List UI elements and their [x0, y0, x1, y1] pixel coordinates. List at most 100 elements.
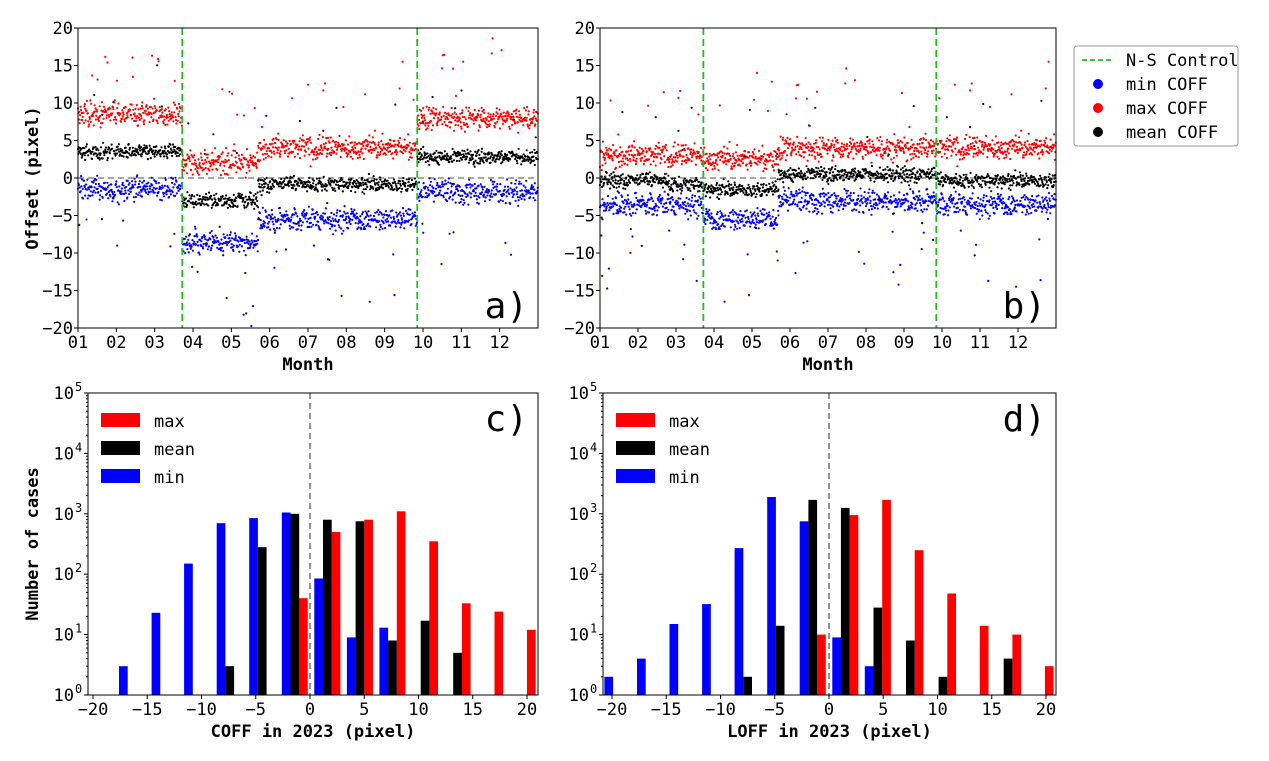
min-coff-point — [194, 227, 197, 230]
max-coff-point — [779, 135, 782, 138]
mean-coff-point — [205, 196, 209, 199]
min-coff-point — [157, 190, 160, 194]
min-coff-point — [523, 194, 526, 198]
mean-coff-point — [817, 172, 820, 175]
min-coff-point — [506, 185, 510, 188]
max-coff-point — [245, 171, 248, 174]
mean-coff-point — [534, 151, 537, 155]
mean-coff-point — [191, 201, 194, 204]
min-coff-point — [215, 236, 218, 239]
min-coff-point — [818, 204, 822, 207]
min-coff-point — [444, 198, 447, 201]
x-tick-label: 03 — [144, 333, 164, 353]
max-coff-point — [440, 115, 443, 119]
max-coff-point — [746, 168, 749, 171]
mean-coff-point — [289, 181, 293, 184]
min-coff-point — [251, 241, 254, 244]
max-coff-point — [752, 153, 755, 156]
mean-coff-point — [829, 169, 832, 172]
mean-coff-point — [106, 156, 109, 160]
min-coff-point — [446, 187, 449, 190]
min-coff-point — [501, 194, 504, 197]
max-coff-point — [707, 162, 710, 165]
mean-coff-point — [175, 154, 178, 158]
max-coff-point — [397, 145, 400, 148]
max-coff-point — [653, 152, 657, 156]
min-coff-point — [623, 211, 626, 214]
mean-coff-point — [831, 174, 834, 177]
max-coff-point — [682, 155, 685, 158]
max-coff-point — [359, 142, 362, 145]
min-coff-point — [696, 199, 700, 202]
max-coff-point — [334, 143, 337, 146]
mean-coff-point — [460, 153, 463, 156]
mean-coff-point — [715, 183, 718, 187]
max-coff-point — [205, 172, 209, 175]
min-coff-point — [219, 249, 223, 252]
min-coff-point — [732, 213, 735, 216]
max-coff-point — [625, 157, 629, 160]
min-coff-point — [271, 213, 274, 216]
min-coff-point — [834, 195, 838, 198]
mean-coff-point — [104, 148, 107, 151]
max-coff-point — [679, 154, 682, 157]
mean-coff-point — [116, 152, 119, 155]
mean-coff-point — [731, 194, 734, 197]
min-coff-point — [150, 176, 153, 179]
max-coff-point — [358, 156, 362, 159]
min-coff-point — [349, 217, 352, 221]
mean-coff-point — [306, 190, 309, 193]
mean-coff-point — [762, 182, 765, 185]
max-coff-point — [237, 154, 240, 157]
max-coff-point — [527, 110, 530, 113]
max-coff-point — [517, 110, 521, 113]
max-coff-point — [239, 168, 242, 171]
max-coff-point — [426, 127, 429, 130]
max-coff-point — [144, 109, 147, 112]
min-coff-point — [633, 203, 636, 207]
mean-coff-point — [243, 206, 246, 209]
min-coff-point — [329, 223, 332, 226]
mean-coff-point — [499, 152, 502, 155]
max-coff-point — [526, 123, 529, 126]
max-coff-point — [245, 148, 249, 151]
max-coff-point — [754, 155, 757, 158]
mean-coff-point — [166, 157, 169, 160]
min-coff-point — [357, 222, 360, 225]
max-coff-point — [477, 109, 481, 112]
max-coff-point — [284, 140, 287, 143]
min-coff-point — [171, 191, 174, 194]
min-coff-point — [257, 238, 260, 242]
min-coff-point — [466, 194, 469, 197]
mean-coff-point — [344, 183, 347, 186]
max-coff-point — [293, 155, 296, 158]
max-coff-point — [672, 145, 675, 148]
mean-coff-point — [315, 177, 318, 180]
max-coff-point — [240, 158, 243, 161]
min-coff-point — [106, 186, 109, 189]
mean-coff-point — [413, 177, 416, 180]
min-coff-point — [428, 184, 432, 187]
mean-coff-point — [247, 202, 250, 205]
mean-coff-point — [728, 183, 731, 186]
min-coff-point — [403, 227, 406, 230]
min-coff-point — [817, 210, 820, 213]
max-coff-point — [639, 159, 643, 162]
mean-coff-point — [458, 151, 461, 154]
min-coff-point — [826, 199, 829, 202]
max-coff-point — [668, 158, 671, 161]
max-coff-point — [292, 150, 295, 153]
min-coff-point — [259, 227, 262, 230]
min-coff-point — [529, 196, 532, 199]
mean-coff-point — [204, 198, 207, 201]
max-coff-point — [202, 168, 206, 171]
max-coff-point — [442, 114, 445, 117]
min-coff-point — [173, 183, 176, 186]
mean-coff-point — [748, 108, 751, 111]
max-coff-point — [526, 105, 529, 109]
min-coff-point — [457, 193, 460, 196]
mean-coff-point — [347, 184, 350, 187]
mean-coff-point — [469, 159, 472, 162]
min-coff-point — [811, 202, 814, 205]
max-coff-point — [385, 149, 388, 152]
